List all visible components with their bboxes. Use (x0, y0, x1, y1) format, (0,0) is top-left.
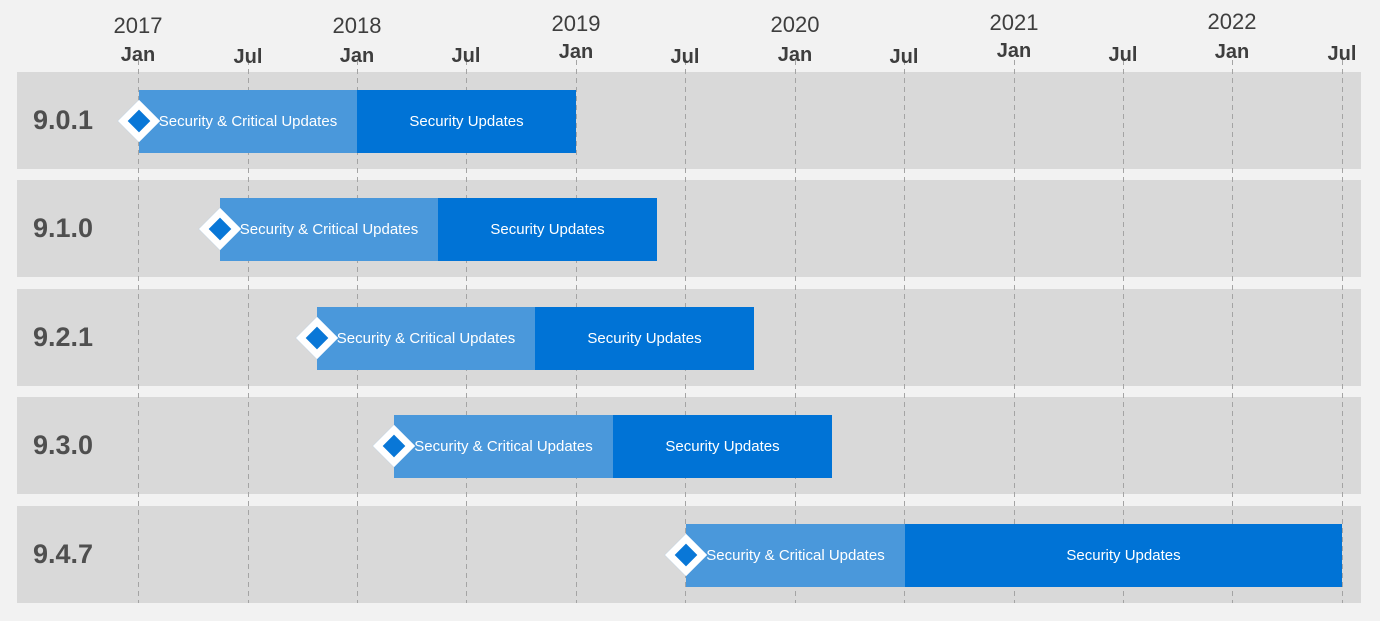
security-critical-updates-bar: Security & Critical Updates (220, 198, 438, 261)
gridline (1232, 60, 1233, 603)
axis-month-label: Jan (558, 41, 594, 63)
bar-label: Security Updates (1066, 547, 1181, 564)
security-critical-updates-bar: Security & Critical Updates (394, 415, 613, 478)
gridline (1014, 60, 1015, 603)
axis-month-label: Jan (996, 40, 1032, 62)
security-updates-bar: Security Updates (438, 198, 657, 261)
bar-label: Security & Critical Updates (414, 438, 593, 455)
version-label: 9.3.0 (33, 430, 94, 460)
axis-year-label: 2017 (113, 13, 163, 38)
version-label: 9.2.1 (33, 322, 94, 352)
axis-month-label: Jul (889, 46, 919, 68)
axis-year-label: 2018 (332, 13, 382, 38)
security-updates-bar: Security Updates (613, 415, 832, 478)
axis-month-label: Jul (1108, 44, 1138, 66)
bar-label: Security & Critical Updates (336, 330, 516, 347)
gridline (1123, 60, 1124, 603)
axis-year-label: 2019 (551, 11, 601, 36)
gridline (795, 60, 796, 603)
bar-label: Security & Critical Updates (158, 113, 338, 130)
security-critical-updates-bar: Security & Critical Updates (317, 307, 535, 370)
bar-label: Security & Critical Updates (706, 547, 885, 564)
security-updates-bar: Security Updates (357, 90, 576, 153)
bar-label: Security & Critical Updates (239, 221, 419, 238)
axis-month-label: Jul (233, 46, 263, 68)
axis-month-label: Jan (120, 44, 156, 66)
security-updates-bar: Security Updates (535, 307, 754, 370)
bar-label: Security Updates (665, 438, 780, 455)
axis-year-label: 2022 (1207, 9, 1257, 34)
security-updates-bar: Security Updates (905, 524, 1342, 587)
version-label: 9.0.1 (33, 105, 94, 135)
security-critical-updates-bar: Security & Critical Updates (686, 524, 905, 587)
axis-month-label: Jul (1327, 43, 1357, 65)
bar-label: Security Updates (409, 113, 524, 130)
axis-month-label: Jan (1214, 41, 1250, 63)
gridline (1342, 60, 1343, 603)
gridline (248, 60, 249, 603)
axis-month-label: Jul (670, 46, 700, 68)
gridline (138, 60, 139, 603)
bar-label: Security Updates (490, 221, 605, 238)
version-label: 9.1.0 (33, 213, 94, 243)
gridline (904, 60, 905, 603)
bar-label: Security Updates (587, 330, 702, 347)
version-label: 9.4.7 (33, 539, 94, 569)
security-critical-updates-bar: Security & Critical Updates (139, 90, 357, 153)
axis-month-label: Jan (339, 45, 375, 67)
axis-month-label: Jul (451, 45, 481, 67)
axis-month-label: Jan (777, 44, 813, 66)
axis-year-label: 2020 (770, 12, 820, 37)
axis-year-label: 2021 (989, 10, 1039, 35)
